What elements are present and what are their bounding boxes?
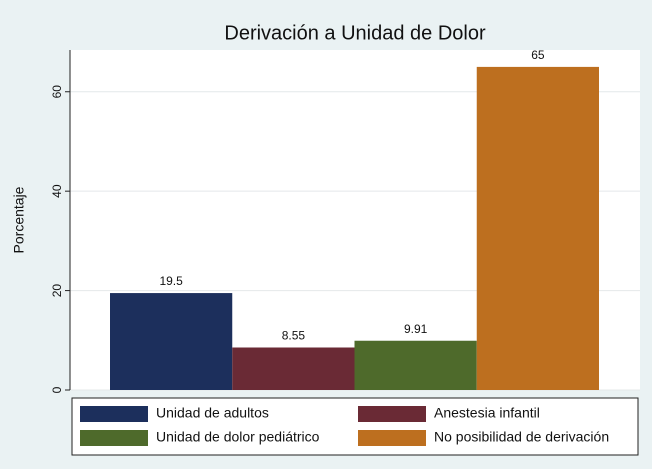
value-label: 65 <box>531 48 545 62</box>
chart-title: Derivación a Unidad de Dolor <box>224 22 486 44</box>
bar <box>354 340 477 390</box>
bar <box>476 66 599 391</box>
bar <box>110 293 233 390</box>
legend-swatch <box>80 406 148 422</box>
legend-label: Unidad de adultos <box>156 405 269 421</box>
y-tick-label: 20 <box>50 284 64 298</box>
legend-label: Anestesia infantil <box>434 405 540 421</box>
value-label: 19.5 <box>159 274 183 288</box>
bar <box>232 347 355 390</box>
legend-box <box>71 397 639 456</box>
legend-swatch <box>80 430 148 446</box>
y-tick-label: 0 <box>50 386 64 393</box>
value-label: 8.55 <box>282 329 306 343</box>
legend-swatch <box>358 406 426 422</box>
legend-label: No posibilidad de derivación <box>434 429 609 445</box>
legend-label: Unidad de dolor pediátrico <box>156 429 320 445</box>
y-axis-label: Porcentaje <box>11 186 27 253</box>
legend-swatch <box>358 430 426 446</box>
y-tick-label: 40 <box>50 184 64 198</box>
y-tick-label: 60 <box>50 85 64 99</box>
value-label: 9.91 <box>404 322 428 336</box>
